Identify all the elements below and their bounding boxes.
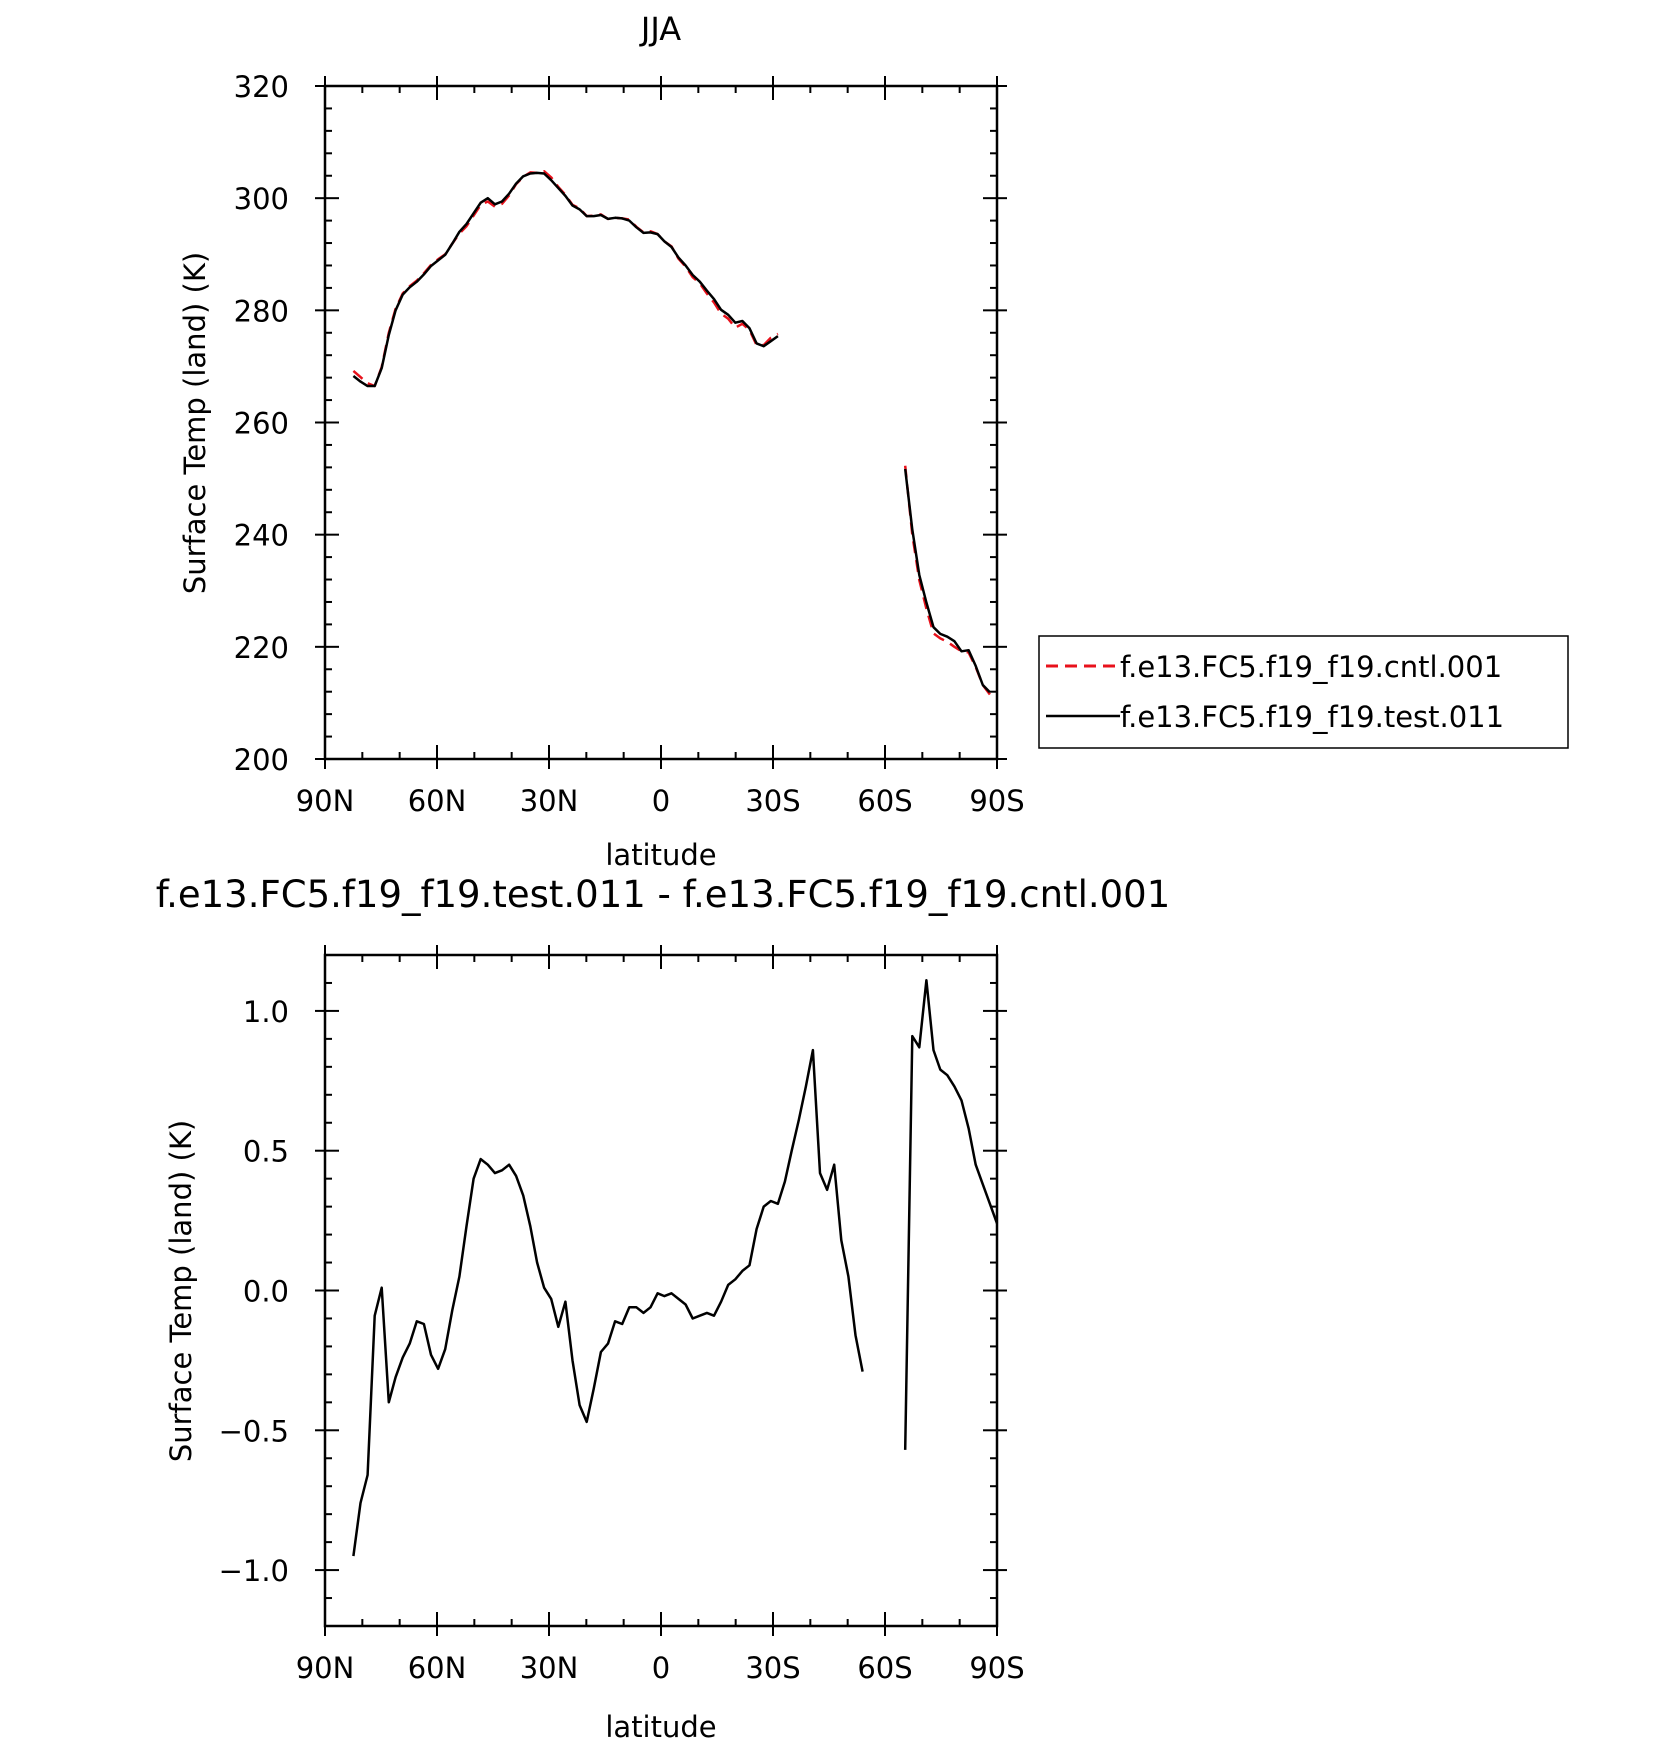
top-axes-frame (323, 84, 999, 761)
bottom-series-0-line-segment (903, 978, 999, 1450)
bottom-x-tick-label: 90N (296, 1651, 355, 1685)
top-series-0-line-segment (903, 465, 991, 696)
top-y-axis-label: Surface Temp (land) (K) (178, 252, 212, 594)
top-x-tick-label: 60N (408, 784, 467, 818)
bottom-series-0-line-segment (352, 1048, 864, 1557)
bottom-y-tick-label: 1.0 (243, 995, 289, 1029)
top-y-tick-label: 240 (234, 519, 289, 553)
bottom-y-axis-label: Surface Temp (land) (K) (164, 1120, 198, 1462)
bottom-y-tick-label: 0.0 (243, 1275, 289, 1309)
top-series-0-line-segment (352, 169, 779, 388)
top-x-tick-label: 90S (969, 784, 1024, 818)
top-y-tick-label: 280 (234, 294, 289, 328)
bottom-y-tick-label: −0.5 (219, 1414, 289, 1448)
legend-label-test: f.e13.FC5.f19_f19.test.011 (1120, 700, 1504, 734)
top-series-1-line-segment (352, 171, 779, 388)
top-plot-area: 90N 60N 30N 0 30S 60S 90S 320 300 280 260 240 220 200 (234, 70, 1025, 818)
legend: f.e13.FC5.f19_f19.cntl.001 f.e13.FC5.f19… (1038, 635, 1569, 749)
top-x-tick-label: 30N (520, 784, 579, 818)
top-chart-title: JJA (639, 10, 681, 48)
legend-box (1038, 635, 1569, 749)
top-y-tick-label: 300 (234, 182, 289, 216)
bottom-ticks-group (315, 945, 1007, 1636)
bottom-x-tick-label: 60N (408, 1651, 467, 1685)
bottom-y-tick-label: −1.0 (219, 1554, 289, 1588)
top-ticks-group (315, 76, 1007, 769)
legend-label-cntl: f.e13.FC5.f19_f19.cntl.001 (1120, 650, 1502, 684)
top-series-1-line-segment (903, 468, 991, 694)
top-tick-labels-group: 90N 60N 30N 0 30S 60S 90S 320 300 280 260 240 220 200 (234, 70, 1025, 818)
bottom-x-tick-label: 90S (969, 1651, 1024, 1685)
top-y-tick-label: 200 (234, 743, 289, 777)
bottom-x-tick-label: 60S (857, 1651, 912, 1685)
bottom-x-tick-label: 30S (745, 1651, 800, 1685)
bottom-axes-frame (323, 953, 999, 1628)
bottom-x-tick-label: 30N (520, 1651, 579, 1685)
bottom-x-tick-label: 0 (652, 1651, 670, 1685)
bottom-y-tick-label: 0.5 (243, 1135, 289, 1169)
bottom-tick-labels-group: 90N 60N 30N 0 30S 60S 90S 1.0 0.5 0.0 −0.5 −1.0 (219, 995, 1025, 1685)
top-x-tick-label: 60S (857, 784, 912, 818)
top-x-axis-label: latitude (605, 838, 716, 872)
top-series-group (352, 169, 991, 696)
bottom-series-group (352, 978, 999, 1557)
top-panel: JJA 90N 60N 30N 0 30S 60S 90S 320 300 280 260 240 22… (178, 10, 1569, 872)
top-y-tick-label: 220 (234, 631, 289, 665)
top-y-tick-label: 260 (234, 407, 289, 441)
top-x-tick-label: 90N (296, 784, 355, 818)
bottom-x-axis-label: latitude (605, 1710, 716, 1744)
top-y-tick-label: 320 (234, 70, 289, 104)
top-x-tick-label: 30S (745, 784, 800, 818)
bottom-plot-area: 90N 60N 30N 0 30S 60S 90S 1.0 0.5 0.0 −0.5 −1.0 (219, 945, 1025, 1685)
top-x-tick-label: 0 (652, 784, 670, 818)
bottom-chart-title: f.e13.FC5.f19_f19.test.011 - f.e13.FC5.f… (156, 873, 1170, 916)
bottom-panel: f.e13.FC5.f19_f19.test.011 - f.e13.FC5.f… (156, 873, 1170, 1744)
